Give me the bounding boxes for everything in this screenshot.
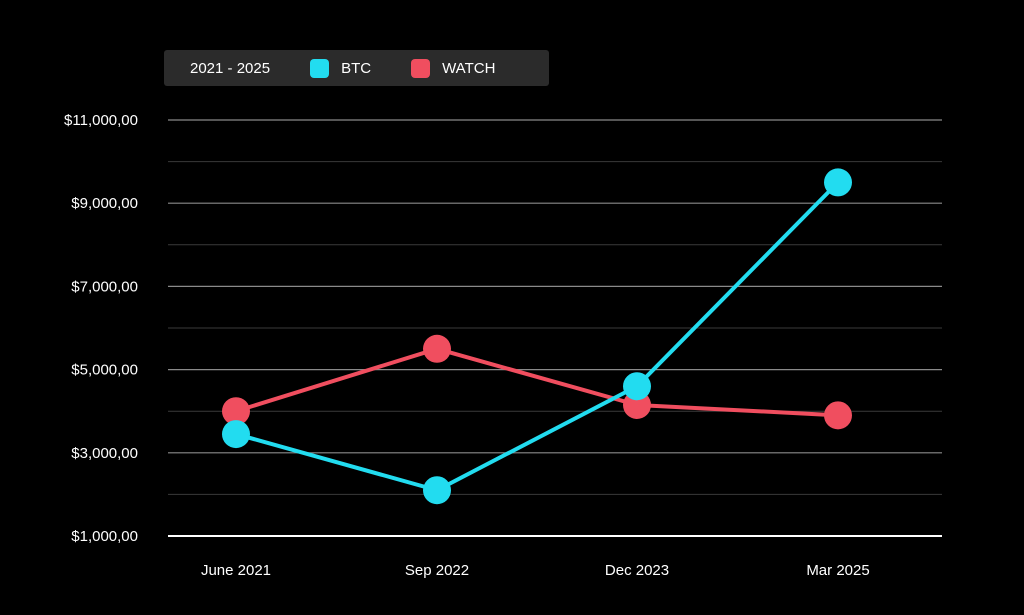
x-tick-label: Dec 2023 xyxy=(605,562,669,579)
legend-item-watch: WATCH xyxy=(411,58,496,78)
legend-swatch-btc xyxy=(310,58,330,78)
legend-swatch-watch xyxy=(411,58,431,78)
data-point-watch xyxy=(824,401,852,430)
series-layer xyxy=(222,168,852,505)
data-point-btc xyxy=(423,476,451,505)
data-point-btc xyxy=(623,372,651,401)
x-tick-label: Sep 2022 xyxy=(405,562,469,579)
data-point-btc xyxy=(222,420,250,449)
legend-item-btc: BTC xyxy=(310,58,372,78)
x-tick-label: Mar 2025 xyxy=(806,562,869,579)
y-axis-ticks: $1,000,00 $3,000,00 $5,000,00 $7,000,00 $9,0… xyxy=(64,112,138,545)
y-tick-label: $11,000,00 xyxy=(64,112,138,129)
series-line-btc xyxy=(234,180,840,493)
x-axis-ticks: June 2021 Sep 2022 Dec 2023 Mar 2025 xyxy=(201,562,870,579)
y-tick-label: $7,000,00 xyxy=(71,278,138,295)
legend-label-btc: BTC xyxy=(341,59,372,77)
data-point-watch xyxy=(423,334,451,363)
chart-legend: 2021 - 2025 BTC WATCH xyxy=(164,50,549,86)
y-tick-label: $9,000,00 xyxy=(71,195,138,212)
x-tick-label: June 2021 xyxy=(201,562,271,579)
y-tick-label: $3,000,00 xyxy=(71,445,138,462)
data-point-btc xyxy=(824,168,852,197)
legend-date-range: 2021 - 2025 xyxy=(190,59,271,77)
series-line-watch xyxy=(234,346,840,418)
data-point-watch xyxy=(222,397,250,426)
y-tick-label: $5,000,00 xyxy=(71,362,138,379)
y-tick-label: $1,000,00 xyxy=(71,528,138,545)
legend-label-watch: WATCH xyxy=(442,59,496,77)
